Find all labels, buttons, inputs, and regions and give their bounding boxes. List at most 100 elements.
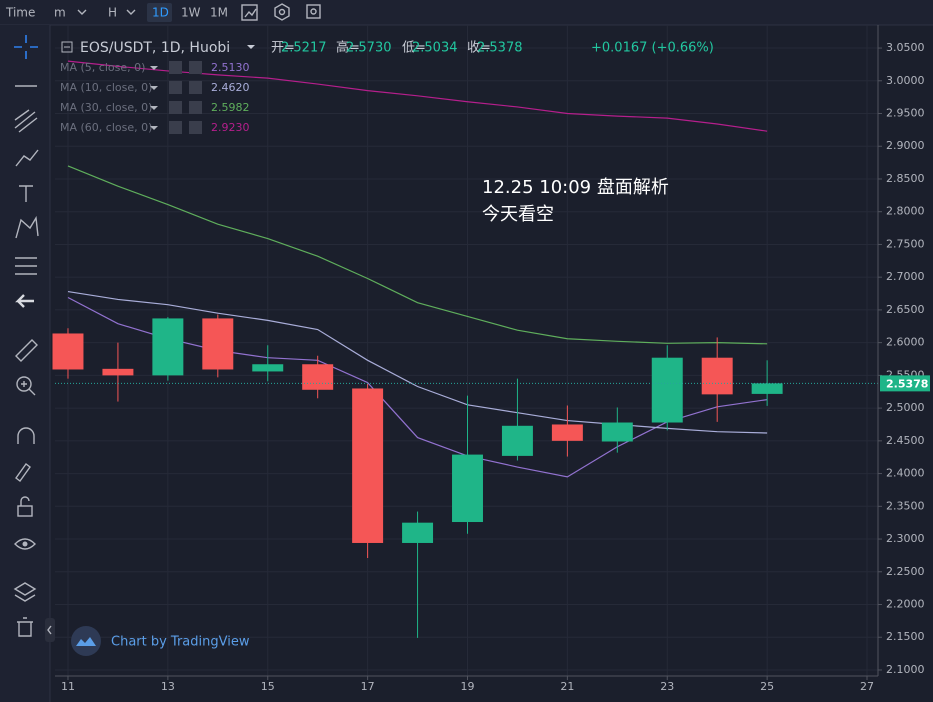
back-icon[interactable] xyxy=(15,294,34,308)
text-icon[interactable] xyxy=(19,185,33,202)
toolbar-item[interactable]: 1D xyxy=(152,6,169,20)
legend-settings[interactable] xyxy=(169,61,182,74)
y-tick-label: 2.1500 xyxy=(886,630,925,643)
y-tick-label: 3.0000 xyxy=(886,74,925,87)
y-tick-label: 2.6000 xyxy=(886,336,925,349)
y-tick-label: 2.4500 xyxy=(886,434,925,447)
magnet-icon[interactable] xyxy=(17,427,35,444)
legend-close[interactable] xyxy=(189,101,202,114)
legend-settings[interactable] xyxy=(169,121,182,134)
candle-body xyxy=(152,318,184,376)
legend-close[interactable] xyxy=(189,81,202,94)
legend-chevron[interactable] xyxy=(150,126,158,130)
drawing-tools xyxy=(13,35,39,637)
toolbar-item[interactable]: Time xyxy=(5,6,35,20)
legend-settings[interactable] xyxy=(169,81,182,94)
y-tick-label: 2.6500 xyxy=(886,303,925,316)
collapse-legend[interactable] xyxy=(61,41,73,53)
y-tick-label: 2.1000 xyxy=(886,663,925,676)
screenshot-icon[interactable] xyxy=(310,8,317,15)
collapse-button[interactable] xyxy=(45,618,55,642)
candle-body xyxy=(202,318,234,370)
logo xyxy=(76,637,96,646)
zoom-icon[interactable] xyxy=(21,381,36,396)
y-tick-label: 2.2000 xyxy=(886,598,925,611)
annotation: 12.25 10:09 盘面解析 xyxy=(482,177,669,198)
legend-settings[interactable] xyxy=(169,101,182,114)
plot-area xyxy=(52,25,878,676)
y-tick-label: 2.7000 xyxy=(886,270,925,283)
x-tick-label: 11 xyxy=(61,680,75,693)
y-tick-label: 2.9000 xyxy=(886,139,925,152)
forecast-icon[interactable] xyxy=(15,257,37,275)
candle-body xyxy=(501,425,533,456)
legend-chevron[interactable] xyxy=(150,86,158,90)
legend-chevron[interactable] xyxy=(150,66,158,70)
zoom-icon[interactable] xyxy=(16,376,32,392)
ohlc-label: 高= xyxy=(336,40,360,56)
x-tick-label: 23 xyxy=(660,680,674,693)
candle-body xyxy=(551,424,583,441)
ma-legend: MA (5, close, 0) 2.5130 MA (10, close, 0) 2… xyxy=(60,61,250,134)
ohlc-label: 开= xyxy=(271,41,295,56)
ohlc-value: 2.5034 xyxy=(412,41,458,56)
lock-icon[interactable] xyxy=(17,505,33,517)
y-tick-label: 2.8000 xyxy=(886,205,925,218)
crosshair-icon[interactable] xyxy=(14,35,38,59)
ohlc-legend: 开=2.5217 高=2.5730 低=2.5034 收=2.5378 xyxy=(271,40,523,56)
chevron[interactable] xyxy=(247,45,255,49)
pattern-icon[interactable] xyxy=(15,215,39,239)
settings-icon[interactable] xyxy=(274,3,290,21)
x-tick-label: 25 xyxy=(760,680,774,693)
toolbar-item[interactable]: 1W xyxy=(181,6,201,20)
x-tick-label: 15 xyxy=(261,680,275,693)
ma-line xyxy=(67,165,768,345)
legend-value: 2.4620 xyxy=(211,81,250,94)
y-tick-label: 2.3000 xyxy=(886,532,925,545)
x-tick-label: 21 xyxy=(560,680,574,693)
chart-type-icon[interactable] xyxy=(241,4,258,21)
settings-icon[interactable] xyxy=(278,8,286,16)
chevron[interactable] xyxy=(77,9,87,15)
candle-body xyxy=(452,454,483,523)
fib-icon[interactable] xyxy=(14,109,38,133)
screenshot-icon[interactable] xyxy=(306,4,321,19)
trash-icon[interactable] xyxy=(17,617,33,637)
candle-body xyxy=(52,333,84,370)
toolbar-icons xyxy=(77,3,321,21)
lock-draw-icon[interactable] xyxy=(15,463,31,482)
symbol: EOS/USDT, 1D, Huobi xyxy=(80,40,230,56)
legend-close[interactable] xyxy=(189,121,202,134)
legend-entry: MA (5, close, 0) xyxy=(60,61,145,74)
y-tick-label: 2.8500 xyxy=(886,172,925,185)
legend-chevron[interactable] xyxy=(150,106,158,110)
y-tick-label: 2.4000 xyxy=(886,467,925,480)
eye-icon xyxy=(22,541,28,547)
left-toolbar xyxy=(0,25,50,702)
y-tick-label: 2.7500 xyxy=(886,237,925,250)
ohlc-label: 收= xyxy=(467,41,491,56)
legend-value: 2.5130 xyxy=(211,61,250,74)
y-tick-label: 3.0500 xyxy=(886,41,925,54)
candle-body xyxy=(102,368,134,376)
eye-icon[interactable] xyxy=(14,538,36,550)
annotation: 今天看空 xyxy=(482,204,554,225)
brush-icon[interactable] xyxy=(15,149,39,167)
collapse-icon xyxy=(47,625,52,635)
candle-body xyxy=(402,522,434,543)
ohlc-value: 2.5730 xyxy=(346,41,392,56)
toolbar-item[interactable]: 1M xyxy=(210,6,228,20)
chevron[interactable] xyxy=(126,9,136,15)
legend-close[interactable] xyxy=(189,61,202,74)
ruler-icon[interactable] xyxy=(15,339,38,362)
x-tick-label: 13 xyxy=(161,680,175,693)
x-tick-label: 17 xyxy=(361,680,375,693)
lock-icon[interactable] xyxy=(20,496,30,506)
y-tick-label: 2.3500 xyxy=(886,499,925,512)
toolbar-item[interactable]: m xyxy=(54,6,66,20)
chart-type-icon[interactable] xyxy=(244,8,257,18)
layers-icon[interactable] xyxy=(13,582,37,602)
toolbar-item[interactable]: H xyxy=(108,6,117,20)
last-price-label: 2.5378 xyxy=(886,377,928,390)
